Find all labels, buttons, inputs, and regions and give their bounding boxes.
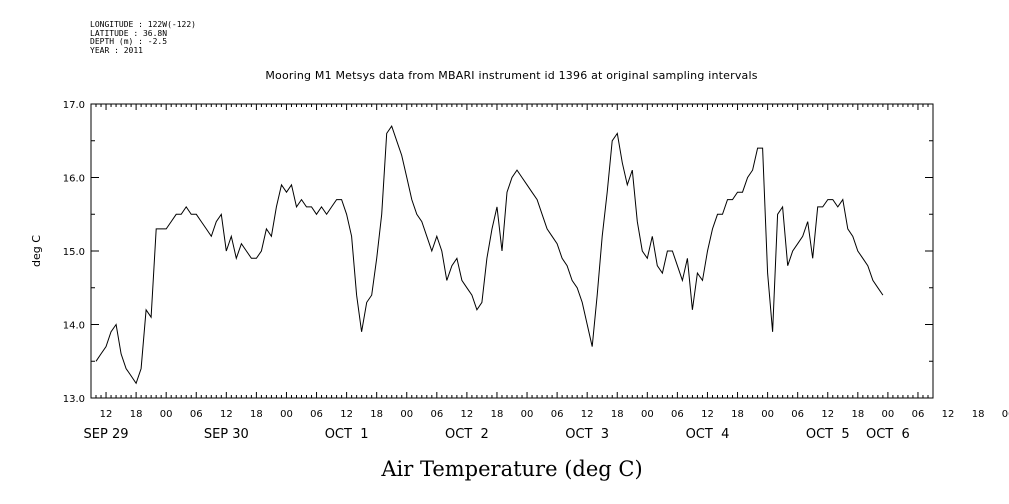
y-tick-label: 13.0 [63, 394, 85, 405]
depth-text: DEPTH (m) : -2.5 [90, 37, 168, 46]
x-tick-label: 06 [912, 409, 925, 420]
x-tick-label: 12 [581, 409, 594, 420]
x-tick-label: 06 [190, 409, 203, 420]
x-day-label: SEP 29 [84, 427, 129, 442]
x-tick-label: 18 [972, 409, 985, 420]
x-tick-label: 00 [1002, 409, 1009, 420]
latitude-text: LATITUDE : 36.8N [90, 28, 168, 38]
x-day-label: OCT 4 [686, 427, 730, 442]
x-tick-label: 12 [340, 409, 353, 420]
x-tick-label: 12 [942, 409, 955, 420]
x-day-label: OCT 6 [866, 427, 910, 442]
x-tick-label: 00 [160, 409, 173, 420]
x-tick-label: 06 [551, 409, 564, 420]
x-tick-label: 00 [882, 409, 895, 420]
x-tick-label: 00 [641, 409, 654, 420]
y-axis-label: deg C [30, 235, 43, 267]
x-tick-label: 12 [100, 409, 113, 420]
x-axis-title: Air Temperature (deg C) [380, 457, 642, 481]
x-tick-label: 00 [280, 409, 293, 420]
x-tick-label: 12 [461, 409, 474, 420]
axes: 13.0 14.0 15.0 16.0 17.0 12 18 00 06 12 18 00 06 12 18… [63, 100, 1009, 442]
x-tick-label: 12 [220, 409, 233, 420]
x-tick-label: 18 [491, 409, 504, 420]
x-tick-label: 18 [130, 409, 143, 420]
chart-title: Mooring M1 Metsys data from MBARI instru… [265, 69, 758, 82]
y-tick-label: 16.0 [63, 174, 85, 185]
x-tick-label: 06 [791, 409, 804, 420]
x-day-label: OCT 5 [806, 427, 850, 442]
y-tick-label: 15.0 [63, 247, 85, 258]
x-tick-label: 00 [761, 409, 774, 420]
series-line-group [95, 124, 884, 385]
x-tick-label: 18 [250, 409, 263, 420]
x-tick-label: 06 [671, 409, 684, 420]
metadata-block: LONGITUDE : 122W(-122) LATITUDE : 36.8N … [90, 20, 196, 55]
x-day-label: OCT 2 [445, 427, 489, 442]
plot-frame [90, 103, 934, 399]
year-text: YEAR : 2011 [90, 45, 143, 55]
y-tick-label: 17.0 [63, 100, 85, 111]
y-tick-label: 14.0 [63, 321, 85, 332]
x-tick-label: 00 [400, 409, 413, 420]
x-day-label: OCT 3 [565, 427, 609, 442]
x-day-label: SEP 30 [204, 427, 249, 442]
longitude-text: LONGITUDE : 122W(-122) [90, 20, 196, 29]
x-day-label: OCT 1 [325, 427, 369, 442]
x-tick-label: 06 [310, 409, 323, 420]
x-tick-label: 12 [821, 409, 834, 420]
x-tick-label: 18 [851, 409, 864, 420]
x-tick-label: 18 [611, 409, 624, 420]
x-tick-label: 12 [701, 409, 714, 420]
temperature-line [95, 124, 884, 385]
x-tick-label: 18 [731, 409, 744, 420]
x-tick-label: 18 [370, 409, 383, 420]
x-tick-label: 06 [430, 409, 443, 420]
x-tick-label: 00 [521, 409, 534, 420]
